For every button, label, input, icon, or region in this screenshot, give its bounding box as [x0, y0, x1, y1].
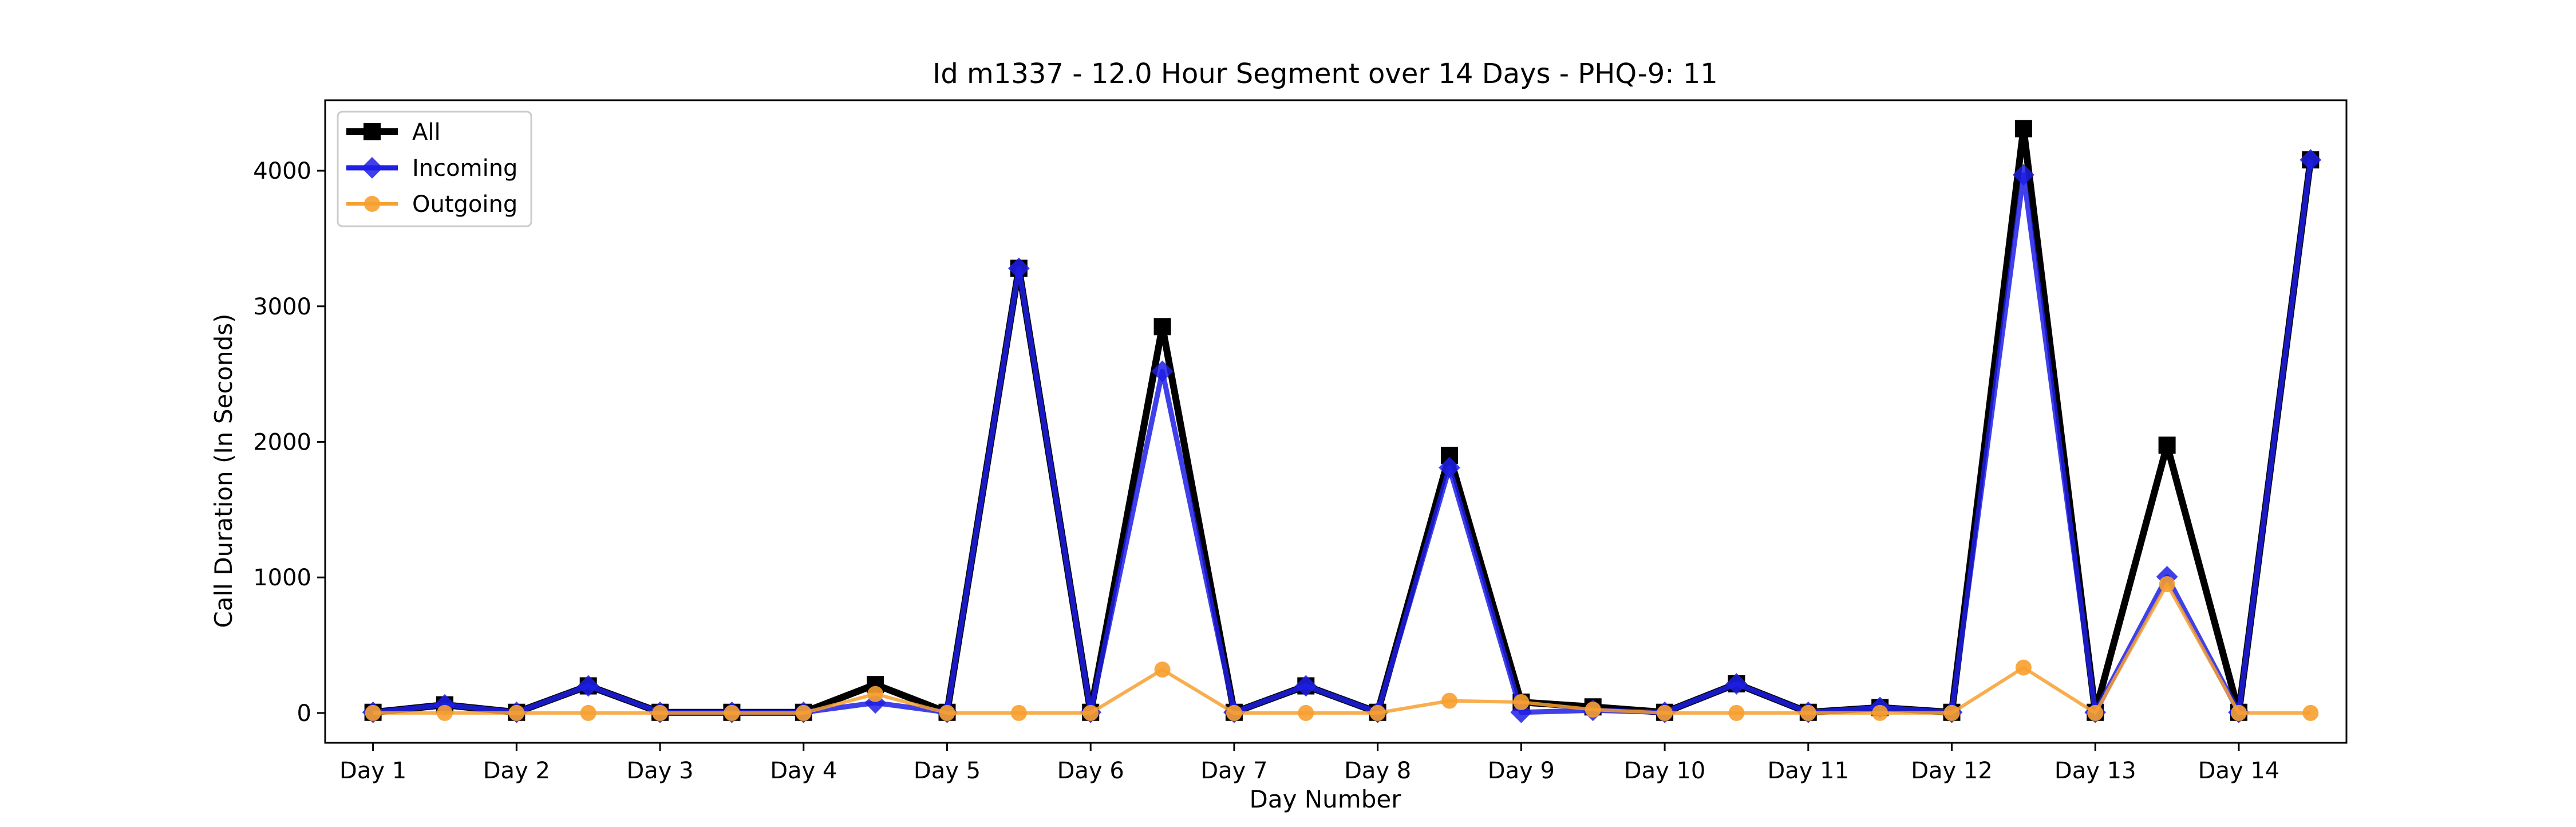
data-point	[1800, 704, 1816, 721]
data-point	[867, 686, 884, 702]
x-tick-label: Day 1	[339, 758, 406, 784]
data-point	[2302, 704, 2319, 721]
x-tick-label: Day 7	[1200, 758, 1267, 784]
y-tick-label: 3000	[253, 294, 311, 320]
legend-marker	[361, 157, 383, 179]
data-point	[2014, 120, 2032, 137]
data-point	[1439, 456, 1460, 479]
x-tick-label: Day 12	[1911, 758, 1993, 784]
data-point	[1298, 704, 1314, 721]
series-line	[373, 159, 2313, 715]
x-tick-label: Day 11	[1767, 758, 1849, 784]
data-point	[652, 704, 669, 721]
data-point	[508, 704, 525, 721]
data-point	[1513, 694, 1530, 710]
data-point	[1725, 673, 1748, 695]
x-tick-label: Day 13	[2055, 758, 2136, 784]
data-point	[1943, 704, 1960, 721]
data-point	[1585, 702, 1601, 718]
legend: All Incoming Outgoing	[337, 111, 532, 227]
x-axis-ticks: Day 1 Day 2 Day 3 Day 4 Day 5 Day 6 Day 7 Day 8…	[339, 743, 2279, 784]
series-layer	[362, 120, 2322, 723]
data-point	[1154, 661, 1171, 678]
y-tick-label: 0	[297, 700, 311, 727]
legend-label: All	[412, 119, 441, 145]
data-point	[2158, 436, 2176, 454]
data-point	[2012, 164, 2034, 186]
data-point	[436, 704, 453, 721]
y-tick-label: 1000	[253, 565, 311, 591]
y-axis-ticks: 0 1000 2000 3000 4000	[253, 158, 325, 727]
data-point	[724, 704, 740, 721]
x-tick-label: Day 10	[1624, 758, 1706, 784]
series-line	[373, 582, 2311, 715]
x-axis-label: Day Number	[1249, 785, 1401, 813]
data-point	[2300, 149, 2322, 171]
legend-box	[337, 111, 532, 227]
plot-frame	[324, 99, 2348, 744]
x-tick-label: Day 2	[483, 758, 550, 784]
data-point	[1369, 704, 1386, 721]
x-tick-label: Day 8	[1344, 758, 1411, 784]
data-point	[1441, 692, 1458, 709]
legend-marker	[364, 196, 380, 212]
legend-label: Incoming	[412, 155, 517, 182]
data-point	[1082, 704, 1099, 721]
data-point	[2230, 704, 2247, 721]
series-incoming	[362, 149, 2322, 723]
legend-marker	[364, 123, 381, 140]
data-point	[1872, 704, 1888, 721]
data-point	[2015, 659, 2032, 676]
legend-item-incoming: Incoming	[346, 155, 517, 182]
legend-item-all: All	[346, 119, 441, 145]
x-tick-label: Day 4	[770, 758, 837, 784]
x-tick-label: Day 6	[1057, 758, 1124, 784]
data-point	[365, 704, 381, 721]
data-point	[577, 675, 599, 697]
data-point	[1728, 704, 1745, 721]
data-point	[1153, 318, 1171, 336]
data-point	[1657, 704, 1673, 721]
data-point	[580, 704, 596, 721]
data-point	[1010, 704, 1027, 721]
y-tick-label: 4000	[253, 158, 311, 184]
data-point	[2159, 576, 2175, 593]
x-tick-label: Day 3	[626, 758, 693, 784]
y-axis-label: Call Duration (In Seconds)	[210, 313, 238, 628]
data-point	[939, 704, 955, 721]
legend-item-outgoing: Outgoing	[346, 191, 517, 218]
y-tick-label: 2000	[253, 430, 311, 456]
x-tick-label: Day 9	[1488, 758, 1555, 784]
data-point	[1151, 360, 1174, 383]
x-tick-label: Day 5	[914, 758, 981, 784]
legend-label: Outgoing	[412, 191, 517, 218]
data-point	[795, 704, 812, 721]
chart-title: Id m1337 - 12.0 Hour Segment over 14 Day…	[933, 58, 1718, 90]
data-point	[2087, 704, 2104, 721]
x-tick-label: Day 14	[2198, 758, 2280, 784]
data-point	[1008, 257, 1030, 279]
data-point	[1226, 704, 1242, 721]
data-point	[1295, 675, 1317, 697]
series-outgoing	[365, 576, 2319, 721]
